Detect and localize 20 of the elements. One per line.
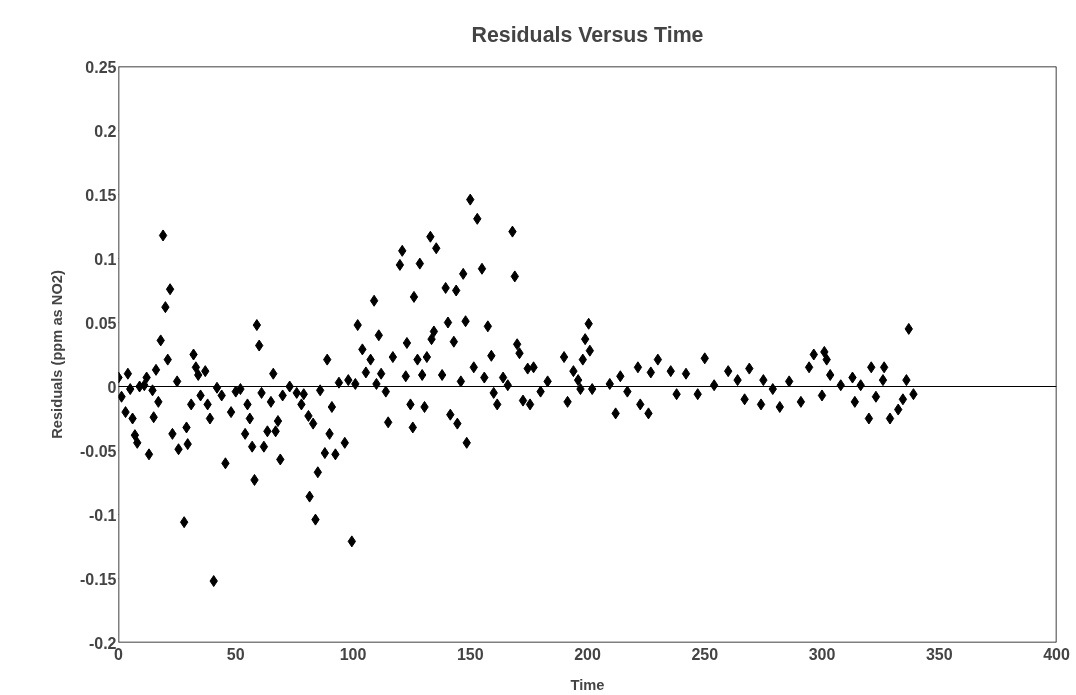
x-tick-label: 100 (339, 645, 367, 663)
y-tick-label: -0.1 (88, 506, 117, 524)
y-tick-label: 0.2 (94, 122, 117, 140)
y-tick-label: 0.05 (85, 314, 117, 332)
y-tick-label: 0 (107, 378, 117, 396)
x-axis-title: Time (570, 676, 605, 693)
x-tick-label: 350 (925, 645, 953, 663)
x-tick-label: 150 (456, 645, 484, 663)
x-tick-label: 200 (574, 645, 601, 663)
x-tick-label: 250 (691, 645, 719, 663)
x-tick-label: 400 (1043, 645, 1070, 663)
y-tick-label: -0.05 (80, 442, 117, 460)
y-tick-label: 0.1 (94, 250, 117, 268)
y-axis-title: Residuals (ppm as NO2) (49, 270, 66, 439)
y-tick-label: 0.25 (85, 58, 117, 76)
y-tick-label: 0.15 (85, 186, 117, 204)
x-tick-label: 300 (808, 645, 836, 663)
y-tick-label: -0.15 (80, 570, 117, 588)
chart-title: Residuals Versus Time (471, 22, 704, 47)
x-tick-label: 50 (226, 645, 245, 663)
